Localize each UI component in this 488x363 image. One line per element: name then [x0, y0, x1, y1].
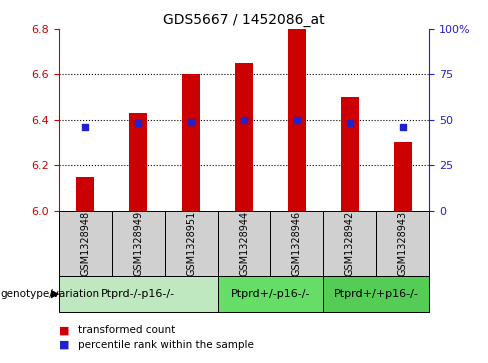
Bar [394, 143, 412, 211]
Text: ■: ■ [59, 325, 69, 335]
Title: GDS5667 / 1452086_at: GDS5667 / 1452086_at [163, 13, 325, 26]
Bar [182, 74, 200, 211]
Point [346, 121, 354, 126]
Text: Ptprd-/-p16-/-: Ptprd-/-p16-/- [101, 289, 175, 299]
Text: GSM1328944: GSM1328944 [239, 211, 249, 276]
Bar [218, 276, 324, 312]
Bar [129, 113, 147, 211]
Bar [76, 176, 94, 211]
Point [81, 124, 89, 130]
Bar [376, 211, 429, 276]
Bar [164, 211, 218, 276]
Text: ■: ■ [59, 340, 69, 350]
Bar [324, 276, 429, 312]
Text: ▶: ▶ [51, 289, 60, 299]
Text: GSM1328949: GSM1328949 [133, 211, 143, 276]
Bar [288, 29, 306, 211]
Point [399, 124, 407, 130]
Text: percentile rank within the sample: percentile rank within the sample [78, 340, 254, 350]
Text: Ptprd+/-p16-/-: Ptprd+/-p16-/- [231, 289, 310, 299]
Point [240, 117, 248, 123]
Text: transformed count: transformed count [78, 325, 175, 335]
Text: GSM1328942: GSM1328942 [345, 211, 355, 276]
Bar [235, 63, 253, 211]
Bar [270, 211, 324, 276]
Bar [218, 211, 270, 276]
Point [293, 117, 301, 123]
Text: genotype/variation: genotype/variation [0, 289, 99, 299]
Bar [112, 211, 164, 276]
Text: GSM1328946: GSM1328946 [292, 211, 302, 276]
Bar [324, 211, 376, 276]
Bar [341, 97, 359, 211]
Bar [59, 276, 218, 312]
Bar [59, 211, 112, 276]
Text: GSM1328951: GSM1328951 [186, 211, 196, 276]
Text: GSM1328943: GSM1328943 [398, 211, 408, 276]
Text: GSM1328948: GSM1328948 [80, 211, 90, 276]
Text: Ptprd+/+p16-/-: Ptprd+/+p16-/- [334, 289, 419, 299]
Point [134, 121, 142, 126]
Point [187, 119, 195, 125]
